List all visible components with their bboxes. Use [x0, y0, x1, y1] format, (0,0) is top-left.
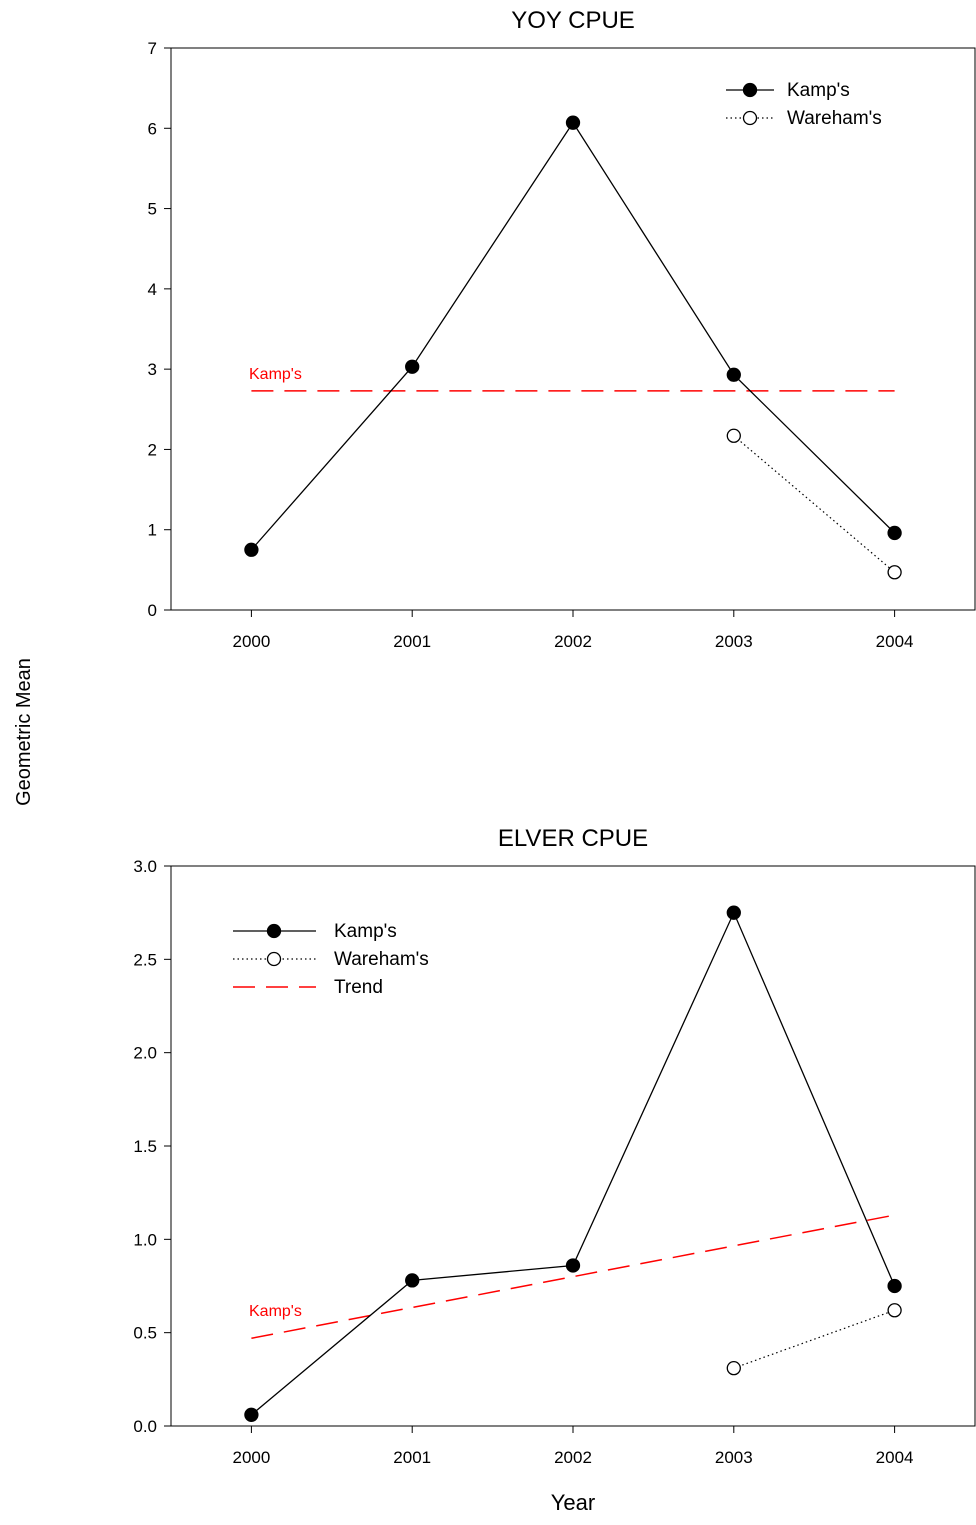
trend-label: Kamp's	[249, 1303, 302, 1320]
data-point	[726, 428, 741, 443]
y-tick-label: 0	[148, 601, 157, 620]
legend-label: Wareham's	[787, 108, 882, 129]
data-point	[887, 565, 902, 580]
y-tick-label: 6	[148, 119, 157, 138]
legend-marker	[742, 110, 758, 126]
y-tick-label: 4	[148, 280, 157, 299]
data-point	[405, 1273, 420, 1288]
series-line	[733, 1309, 895, 1369]
legend-label: Kamp's	[334, 921, 397, 942]
y-tick-label: 0.0	[133, 1417, 157, 1436]
x-tick-label: 2004	[876, 1448, 914, 1467]
x-tick-label: 2000	[232, 1448, 270, 1467]
trend-line	[251, 1214, 895, 1340]
y-tick-label: 0.5	[133, 1324, 157, 1343]
shared-y-axis-label: Geometric Mean	[13, 658, 35, 806]
legend-label: Kamp's	[787, 80, 850, 101]
data-point	[565, 1258, 581, 1273]
y-tick-label: 2.5	[133, 950, 157, 969]
legend-label: Trend	[334, 977, 383, 998]
x-tick-label: 2004	[876, 632, 914, 651]
elver-cpue-chart: ELVER CPUE 0.0 0.5 1.0 1.5 2.0 2.5 3.0 2000 2001…	[133, 825, 976, 1467]
data-point	[565, 115, 581, 130]
legend-label: Wareham's	[334, 949, 429, 970]
data-point	[887, 525, 902, 541]
legend-marker	[266, 923, 282, 939]
trend-label: Kamp's	[249, 366, 302, 383]
data-point	[244, 542, 259, 557]
plot-frame	[170, 865, 976, 1427]
series-line	[733, 435, 895, 573]
data-point	[244, 1407, 259, 1422]
plot-frame	[170, 47, 976, 611]
y-tick-label: 7	[148, 39, 157, 58]
shared-x-axis-label: Year	[551, 1490, 595, 1515]
chart-title: YOY CPUE	[511, 7, 635, 34]
x-tick-label: 2003	[715, 1448, 753, 1467]
x-tick-label: 2001	[393, 632, 431, 651]
x-tick-label: 2002	[554, 1448, 592, 1467]
x-tick-label: 2003	[715, 632, 753, 651]
y-tick-label: 1	[148, 521, 157, 540]
y-tick-label: 1.0	[133, 1230, 157, 1249]
data-point	[726, 905, 741, 920]
y-tick-label: 3.0	[133, 857, 157, 876]
y-tick-label: 3	[148, 360, 157, 379]
data-point	[726, 1360, 741, 1376]
legend-marker	[742, 82, 758, 98]
data-point	[726, 367, 741, 382]
y-tick-label: 1.5	[133, 1137, 157, 1156]
x-tick-label: 2002	[554, 632, 592, 651]
x-tick-label: 2001	[393, 1448, 431, 1467]
data-point	[405, 359, 420, 374]
y-tick-label: 2	[148, 440, 157, 459]
data-point	[887, 1278, 902, 1294]
series-line	[250, 121, 896, 551]
yoy-cpue-chart: YOY CPUE 0 1 2 3 4 5 6 7 2000 2001 2002 2003 2004 Kam…	[148, 7, 976, 651]
y-tick-label: 2.0	[133, 1044, 157, 1063]
chart-title: ELVER CPUE	[498, 825, 648, 852]
data-point	[887, 1303, 902, 1318]
legend-marker	[266, 951, 282, 967]
y-tick-label: 5	[148, 200, 157, 219]
x-tick-label: 2000	[232, 632, 270, 651]
